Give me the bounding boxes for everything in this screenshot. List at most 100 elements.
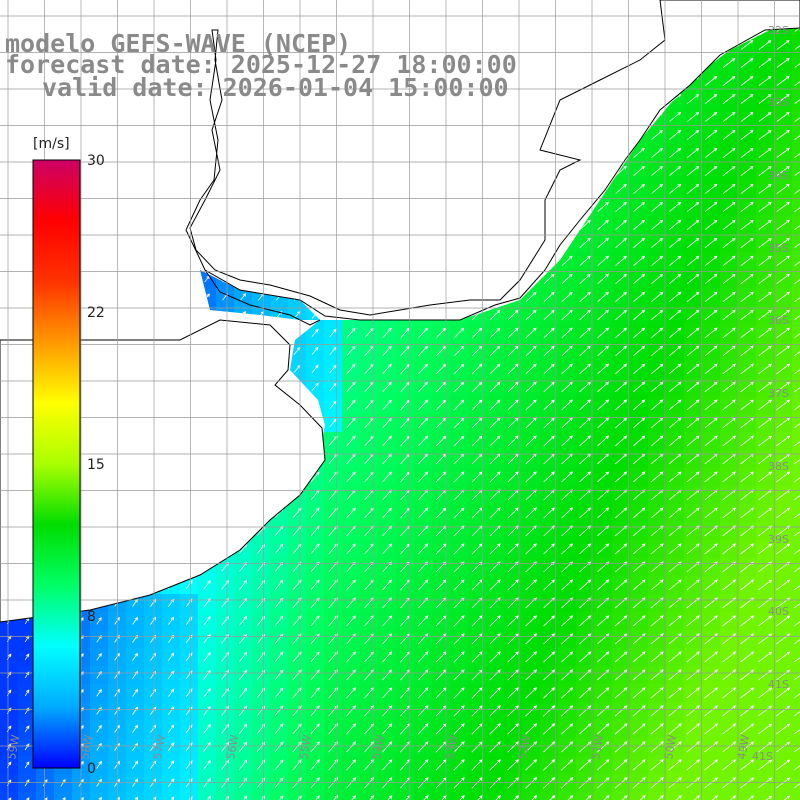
wind-speed-cell — [450, 108, 469, 127]
wind-arrow — [454, 291, 465, 302]
wind-speed-cell — [144, 126, 163, 145]
wind-arrow — [489, 273, 501, 284]
wind-arrow — [364, 219, 374, 230]
wind-speed-cell — [378, 28, 397, 37]
wind-speed-cell — [792, 486, 800, 505]
wind-arrow — [364, 237, 374, 248]
wind-arrow — [275, 238, 284, 248]
wind-speed-cell — [396, 162, 415, 181]
wind-arrow — [203, 238, 211, 248]
wind-arrow — [24, 221, 30, 229]
wind-arrow — [275, 256, 283, 265]
wind-arrow — [114, 239, 120, 247]
wind-speed-cell — [288, 162, 307, 181]
wind-arrow — [491, 5, 500, 14]
wind-speed-cell — [252, 306, 271, 325]
lat-label: 39S — [768, 533, 789, 546]
wind-speed-cell — [180, 126, 199, 145]
wind-speed-cell — [162, 144, 181, 163]
lat-label: 41S — [768, 678, 789, 691]
colorbar-unit: [m/s] — [33, 136, 70, 152]
wind-arrow — [472, 183, 483, 194]
wind-arrow — [525, 201, 537, 212]
wind-arrow — [490, 111, 501, 122]
wind-arrow — [543, 75, 555, 86]
wind-speed-cell — [378, 234, 397, 253]
wind-arrow — [454, 219, 465, 230]
wind-arrow — [328, 129, 338, 140]
wind-arrow — [400, 28, 410, 32]
wind-arrow — [508, 129, 519, 140]
wind-arrow — [132, 328, 138, 337]
wind-arrow — [436, 165, 446, 176]
wind-arrow — [239, 166, 247, 176]
wind-arrow — [436, 237, 446, 248]
wind-speed-cell — [522, 234, 541, 253]
wind-speed-cell — [558, 792, 577, 800]
wind-arrow — [132, 256, 138, 265]
wind-arrow — [400, 291, 410, 302]
wind-speed-cell — [792, 576, 800, 595]
wind-speed-cell — [504, 180, 523, 199]
wind-arrow — [328, 165, 338, 176]
wind-speed-cell — [468, 234, 487, 253]
wind-speed-cell — [792, 126, 800, 145]
wind-arrow — [239, 202, 247, 212]
wind-speed-cell — [144, 306, 163, 325]
wind-speed-cell — [378, 288, 397, 307]
wind-arrow — [454, 183, 465, 194]
wind-arrow — [132, 166, 138, 175]
wind-arrow — [132, 220, 138, 229]
wind-arrow — [382, 28, 392, 32]
wind-arrow — [311, 256, 319, 265]
wind-arrow — [418, 147, 428, 158]
wind-speed-cell — [360, 108, 379, 127]
wind-speed-cell — [216, 144, 235, 163]
wind-arrow — [561, 75, 573, 86]
wind-speed-cell — [504, 252, 523, 271]
wind-speed-cell — [360, 198, 379, 217]
wind-speed-cell — [792, 558, 800, 577]
wind-arrow — [436, 147, 446, 158]
wind-speed-cell — [648, 792, 667, 800]
wind-arrow — [24, 131, 30, 139]
lat-label: 32S — [768, 24, 789, 37]
wind-speed-cell — [234, 144, 253, 163]
wind-arrow — [418, 255, 428, 266]
wind-speed-cell — [450, 198, 469, 217]
wind-arrow — [293, 328, 301, 337]
wind-speed-cell — [468, 792, 487, 800]
wind-arrow — [293, 238, 302, 248]
wind-speed-cell — [252, 108, 271, 127]
wind-speed-cell — [342, 234, 361, 253]
wind-speed-cell — [432, 144, 451, 163]
wind-speed-cell — [90, 234, 109, 253]
wind-speed-cell — [360, 252, 379, 271]
wind-speed-cell — [432, 180, 451, 199]
wind-arrow — [293, 202, 302, 212]
wind-arrow — [418, 291, 428, 302]
wind-arrow — [150, 274, 157, 283]
wind-arrow — [419, 5, 427, 14]
wind-arrow — [418, 219, 428, 230]
wind-arrow — [275, 130, 283, 140]
wind-arrow — [490, 165, 501, 176]
wind-arrow — [400, 201, 410, 212]
wind-arrow — [168, 112, 175, 121]
wind-speed-cell — [630, 36, 649, 55]
wind-arrow — [526, 57, 537, 68]
wind-speed-cell — [360, 144, 379, 163]
wind-arrow — [509, 5, 518, 14]
wind-arrow — [472, 273, 483, 284]
wind-speed-cell — [0, 108, 19, 127]
wind-speed-cell — [450, 126, 469, 145]
wind-arrow — [132, 113, 138, 121]
wind-arrow — [400, 147, 410, 158]
wind-arrow — [239, 130, 247, 140]
wind-speed-cell — [360, 126, 379, 145]
wind-arrow — [96, 328, 102, 337]
wind-arrow — [525, 165, 537, 176]
wind-speed-cell — [144, 270, 163, 289]
wind-speed-cell — [792, 594, 800, 613]
